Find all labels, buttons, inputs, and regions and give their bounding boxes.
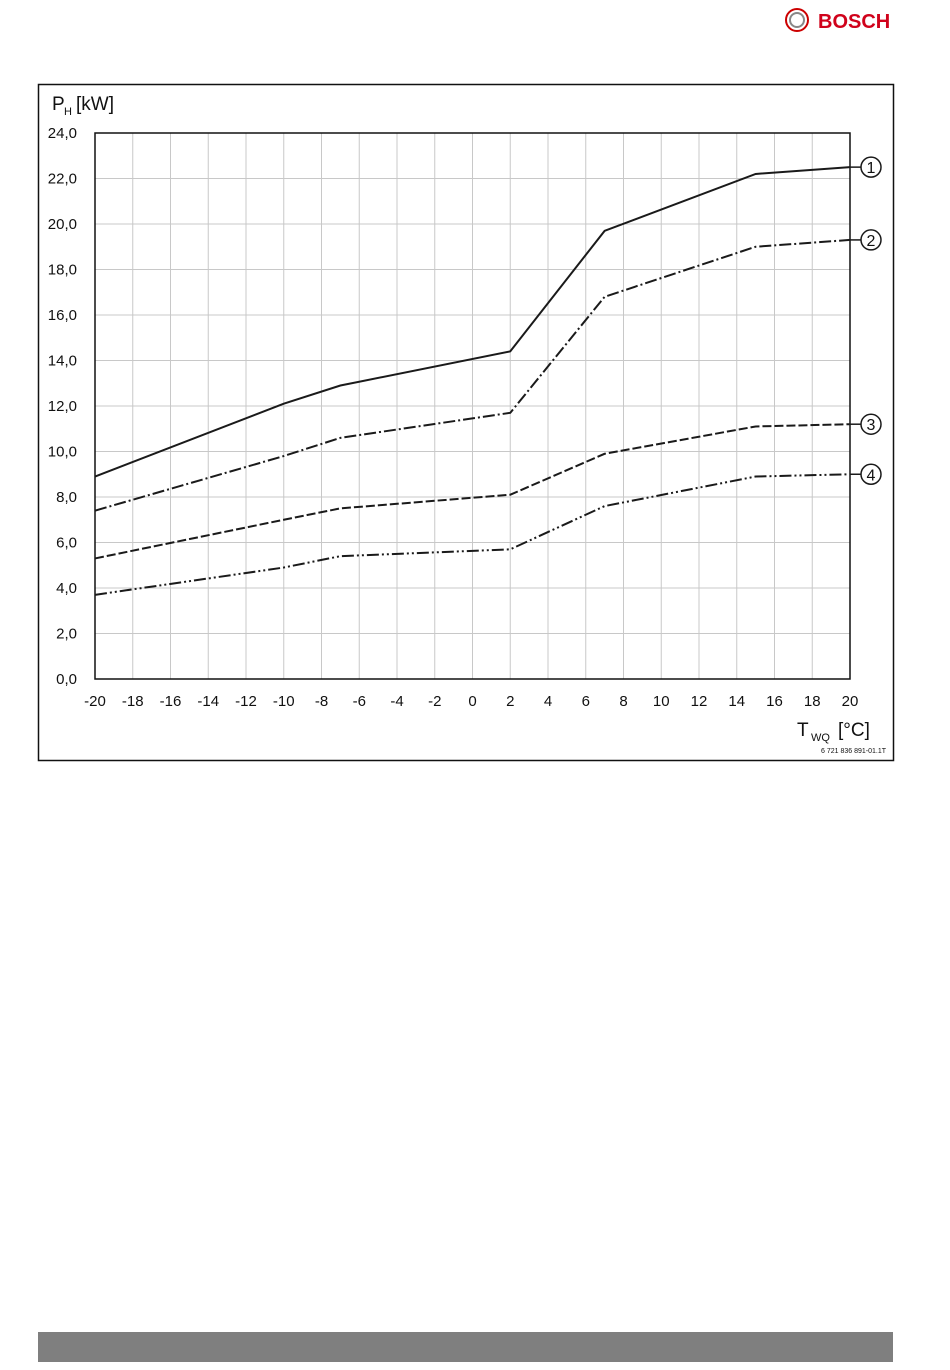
series-marker-circle (860, 413, 882, 435)
x-tick-label: -8 (315, 693, 328, 710)
y-axis-title-unit: [kW] (76, 94, 114, 115)
y-tick-label: 24,0 (48, 125, 77, 142)
series-line (94, 238, 851, 512)
y-tick-label: 16,0 (48, 307, 77, 324)
x-tick-label: -16 (160, 693, 182, 710)
x-tick-label: 18 (804, 693, 821, 710)
x-tick-label: 16 (766, 693, 783, 710)
x-tick-label: -12 (235, 693, 257, 710)
x-tick-label: 12 (691, 693, 708, 710)
series-line (94, 166, 851, 478)
y-tick-label: 22,0 (48, 171, 77, 188)
plot-border (94, 132, 851, 680)
x-tick-label: -20 (84, 693, 106, 710)
y-tick-label: 8,0 (56, 489, 77, 506)
x-axis-title: T (797, 720, 809, 741)
x-tick-label: -2 (428, 693, 441, 710)
y-tick-label: 14,0 (48, 353, 77, 370)
series-label: 2 (867, 233, 876, 250)
logo-armature (789, 12, 805, 28)
series-marker-circle (860, 229, 882, 251)
brand: BOSCH (818, 11, 890, 33)
x-tick-label: 4 (544, 693, 552, 710)
y-tick-label: 4,0 (56, 580, 77, 597)
figure-code: 6 721 836 891-01.1T (821, 748, 887, 755)
y-axis-title-sub: H (64, 106, 72, 118)
series-marker-circle (860, 156, 882, 178)
x-tick-label: 10 (653, 693, 670, 710)
y-tick-label: 18,0 (48, 262, 77, 279)
x-tick-label: -6 (353, 693, 366, 710)
series-label: 3 (867, 417, 876, 434)
y-tick-label: 20,0 (48, 216, 77, 233)
x-tick-label: -10 (273, 693, 295, 710)
x-tick-label: 8 (619, 693, 627, 710)
x-tick-label: 6 (582, 693, 590, 710)
y-tick-label: 2,0 (56, 626, 77, 643)
logo-ring (785, 8, 809, 32)
series-line (94, 473, 851, 596)
x-tick-label: 2 (506, 693, 514, 710)
x-tick-label: 14 (728, 693, 745, 710)
y-tick-label: 10,0 (48, 444, 77, 461)
x-tick-label: -14 (197, 693, 219, 710)
footer-bar (38, 1332, 893, 1362)
series-marker-circle (860, 463, 882, 485)
series-line (94, 423, 851, 560)
figure-frame (37, 83, 895, 762)
x-tick-label: -4 (390, 693, 403, 710)
x-axis-title-unit: [°C] (838, 720, 870, 741)
y-tick-label: 6,0 (56, 535, 77, 552)
x-axis-title-sub: WQ (811, 732, 830, 744)
x-tick-label: -18 (122, 693, 144, 710)
x-tick-label: 0 (468, 693, 476, 710)
y-tick-label: 0,0 (56, 671, 77, 688)
y-tick-label: 12,0 (48, 398, 77, 415)
series-label: 1 (867, 160, 876, 177)
x-tick-label: 20 (842, 693, 859, 710)
series-label: 4 (867, 467, 876, 484)
y-axis-title: P (52, 94, 65, 115)
